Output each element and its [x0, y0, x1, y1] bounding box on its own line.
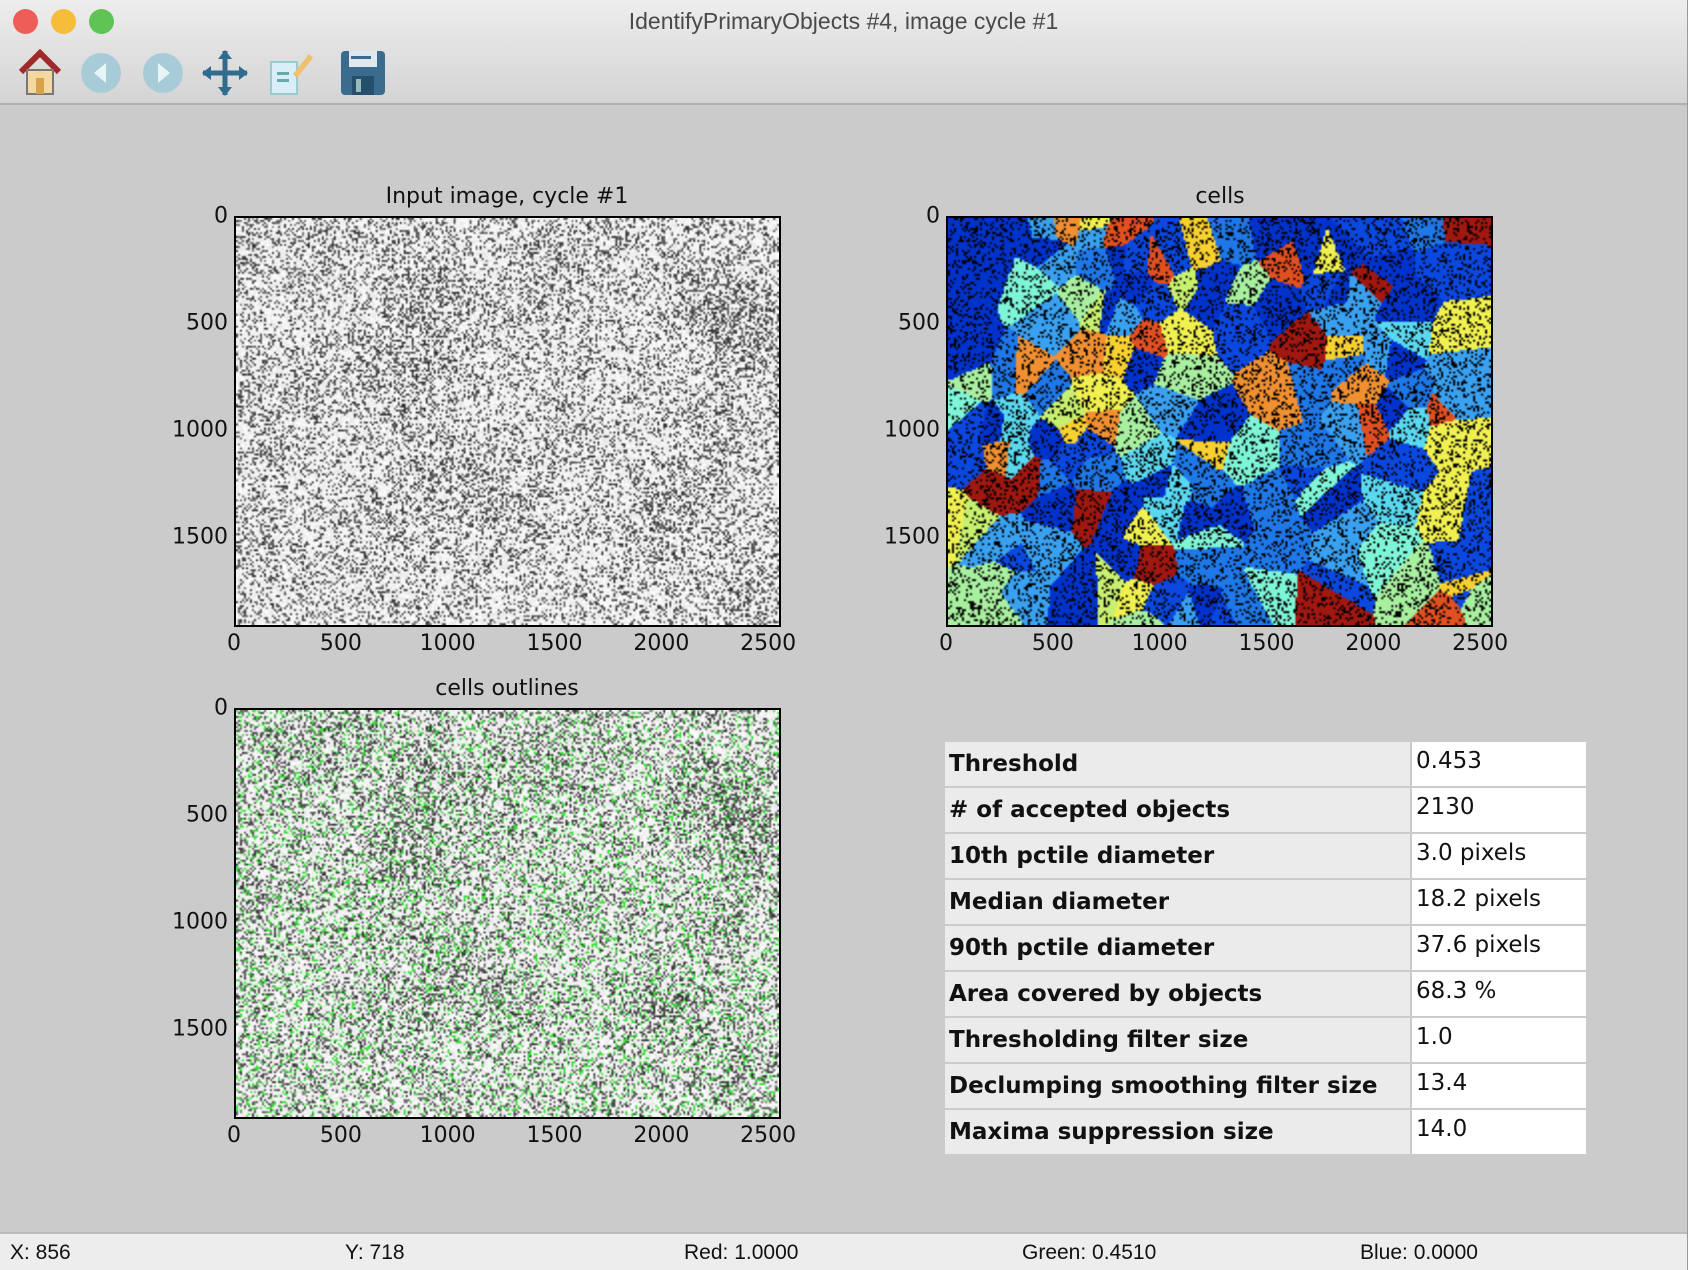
pan-button[interactable] — [200, 48, 250, 98]
x-tick-label: 1000 — [419, 631, 476, 656]
measurement-value: 18.2 pixels — [1410, 878, 1588, 926]
plot-title-cells: cells — [1195, 184, 1245, 209]
table-row: # of accepted objects 2130 — [943, 786, 1588, 834]
table-row: 90th pctile diameter 37.6 pixels — [943, 924, 1588, 972]
x-tick-label: 500 — [319, 631, 362, 656]
home-button[interactable] — [15, 48, 65, 98]
table-row: Declumping smoothing filter size 13.4 — [943, 1062, 1588, 1110]
status-bar: X: 856 Y: 718 Red: 1.0000 Green: 0.4510 … — [0, 1232, 1687, 1270]
edit-axes-button[interactable] — [265, 48, 315, 98]
measurement-name: Declumping smoothing filter size — [943, 1062, 1412, 1110]
table-row: Thresholding filter size 1.0 — [943, 1016, 1588, 1064]
y-tick-label: 500 — [186, 802, 228, 828]
zoom-button[interactable] — [89, 9, 114, 34]
measurement-name: 90th pctile diameter — [943, 924, 1412, 972]
close-button[interactable] — [13, 9, 38, 34]
plot-title-input: Input image, cycle #1 — [385, 184, 629, 209]
measurement-value: 2130 — [1410, 786, 1588, 834]
status-green: Green: 0.4510 — [1022, 1241, 1157, 1264]
y-tick-label: 0 — [926, 203, 940, 229]
measurement-value: 1.0 — [1410, 1016, 1588, 1064]
status-blue: Blue: 0.0000 — [1360, 1241, 1478, 1264]
back-button[interactable] — [76, 48, 126, 98]
input-image — [236, 218, 779, 625]
x-tick-label: 0 — [227, 1123, 241, 1148]
x-tick-label: 1000 — [419, 1123, 476, 1148]
measurements-table: Threshold 0.453 # of accepted objects 2130 1… — [943, 740, 1588, 1156]
home-icon — [18, 48, 62, 95]
x-tick-label: 500 — [1031, 631, 1074, 656]
table-row: Area covered by objects 68.3 % — [943, 970, 1588, 1018]
y-tick-label: 500 — [186, 310, 228, 336]
y-tick-label: 1000 — [172, 909, 228, 935]
cells-outlines-image — [236, 710, 779, 1117]
x-tick-label: 1000 — [1131, 631, 1188, 656]
x-tick-label: 2500 — [1452, 631, 1509, 656]
measurement-name: Area covered by objects — [943, 970, 1412, 1018]
input-image-axes[interactable] — [234, 216, 781, 627]
x-tick-label: 1500 — [526, 631, 583, 656]
table-row: 10th pctile diameter 3.0 pixels — [943, 832, 1588, 880]
x-tick-label: 2000 — [1345, 631, 1402, 656]
back-icon — [81, 53, 121, 93]
status-x: X: 856 — [10, 1241, 71, 1264]
save-button[interactable] — [338, 48, 388, 98]
x-tick-label: 0 — [227, 631, 241, 656]
measurement-name: # of accepted objects — [943, 786, 1412, 834]
window-title: IdentifyPrimaryObjects #4, image cycle #… — [628, 8, 1059, 34]
x-tick-label: 500 — [319, 1123, 362, 1148]
status-red: Red: 1.0000 — [684, 1241, 799, 1264]
x-tick-label: 2000 — [633, 1123, 690, 1148]
x-tick-label: 0 — [939, 631, 953, 656]
forward-button[interactable] — [138, 48, 188, 98]
table-row: Maxima suppression size 14.0 — [943, 1108, 1588, 1156]
y-tick-label: 0 — [214, 695, 228, 721]
measurement-value: 14.0 — [1410, 1108, 1588, 1156]
y-tick-label: 500 — [898, 310, 940, 336]
y-tick-label: 1500 — [172, 524, 228, 550]
cells-label-axes[interactable] — [946, 216, 1493, 627]
y-tick-label: 1000 — [172, 417, 228, 443]
measurement-value: 13.4 — [1410, 1062, 1588, 1110]
pan-icon — [202, 50, 248, 96]
measurement-name: Thresholding filter size — [943, 1016, 1412, 1064]
y-tick-label: 1500 — [884, 524, 940, 550]
measurement-name: Maxima suppression size — [943, 1108, 1412, 1156]
title-bar: IdentifyPrimaryObjects #4, image cycle #… — [0, 0, 1687, 105]
table-row: Threshold 0.453 — [943, 740, 1588, 788]
x-tick-label: 2500 — [740, 631, 797, 656]
minimize-button[interactable] — [51, 9, 76, 34]
y-tick-label: 1000 — [884, 417, 940, 443]
status-y: Y: 718 — [345, 1241, 405, 1264]
measurement-value: 0.453 — [1410, 740, 1588, 788]
x-tick-label: 1500 — [1238, 631, 1295, 656]
measurement-name: 10th pctile diameter — [943, 832, 1412, 880]
forward-icon — [143, 53, 183, 93]
y-tick-label: 0 — [214, 203, 228, 229]
measurement-value: 3.0 pixels — [1410, 832, 1588, 880]
y-tick-label: 1500 — [172, 1016, 228, 1042]
table-row: Median diameter 18.2 pixels — [943, 878, 1588, 926]
x-tick-label: 1500 — [526, 1123, 583, 1148]
x-tick-label: 2000 — [633, 631, 690, 656]
measurement-name: Threshold — [943, 740, 1412, 788]
x-tick-label: 2500 — [740, 1123, 797, 1148]
cells-outlines-axes[interactable] — [234, 708, 781, 1119]
cells-label-image — [948, 218, 1491, 625]
plot-title-outlines: cells outlines — [435, 676, 579, 701]
edit-axes-icon — [270, 54, 313, 95]
measurement-name: Median diameter — [943, 878, 1412, 926]
measurement-value: 37.6 pixels — [1410, 924, 1588, 972]
save-icon — [341, 51, 385, 95]
measurement-value: 68.3 % — [1410, 970, 1588, 1018]
